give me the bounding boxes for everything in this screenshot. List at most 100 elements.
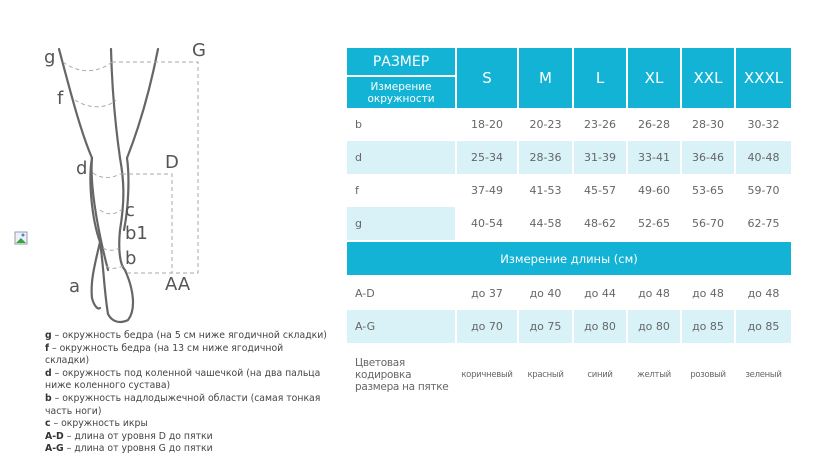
leg-diagram: g G f d D c b1 b a AA [0, 30, 220, 330]
size-header: S [457, 48, 517, 108]
table-cell: 26-28 [638, 118, 670, 131]
table-cell: до 85 [682, 310, 734, 343]
size-title: РАЗМЕР [347, 48, 455, 75]
length-header: Измерение длины (см) [347, 242, 791, 275]
table-cell: до 70 [457, 310, 517, 343]
legend-item: b – окружность надлодыжечной области (са… [45, 393, 330, 418]
legend-key: f [45, 342, 50, 354]
size-table: РАЗМЕР Измерение окружности S M L XL XXL … [347, 48, 791, 407]
table-cell: 23-26 [584, 118, 616, 131]
row-label: b [355, 118, 362, 131]
row-label: Цветовая кодировка размера на пятке [355, 357, 449, 393]
legend-text: – окружность под коленной чашечкой (на д… [45, 367, 321, 392]
table-cell: до 40 [529, 287, 562, 300]
legend-text: – окружность надлодыжечной области (сама… [45, 392, 321, 417]
row-label: f [355, 184, 359, 197]
table-cell: до 48 [692, 287, 724, 300]
circumference-subtitle: Измерение окружности [347, 77, 455, 108]
table-row: b 18-20 20-23 23-26 26-28 28-30 30-32 [347, 108, 791, 141]
table-cell: 49-60 [638, 184, 670, 197]
legend-text: – длина от уровня D до пятки [63, 430, 213, 442]
size-header: M [519, 48, 572, 108]
table-cell: 53-65 [692, 184, 724, 197]
legend-text: – окружность икры [50, 418, 148, 430]
legend-item: A-D – длина от уровня D до пятки [45, 431, 330, 444]
label-c: c [125, 200, 135, 221]
table-cell: 33-41 [628, 141, 680, 174]
table-cell: 59-70 [747, 184, 780, 197]
color-cell: синий [587, 370, 613, 380]
legs-illustration [57, 47, 199, 324]
legend-key: A-G [45, 443, 64, 455]
legend-key: A-D [45, 430, 64, 442]
table-cell: 25-34 [457, 141, 517, 174]
legend: g – окружность бедра (на 5 см ниже ягоди… [45, 330, 330, 456]
table-cell: 20-23 [529, 118, 562, 131]
table-cell: до 80 [574, 310, 626, 343]
table-row: d 25-34 28-36 31-39 33-41 36-46 40-48 [347, 141, 791, 174]
legend-item: f – окружность бедра (на 13 см ниже ягод… [45, 343, 330, 368]
broken-image-icon [14, 230, 28, 245]
label-d: d [76, 158, 88, 179]
table-cell: 30-32 [747, 118, 780, 131]
legend-text: – длина от уровня G до пятки [63, 443, 213, 455]
color-cell: красный [527, 370, 564, 380]
table-cell: 56-70 [692, 217, 724, 230]
table-cell: 18-20 [471, 118, 503, 131]
table-row: f 37-49 41-53 45-57 49-60 53-65 59-70 [347, 174, 791, 207]
table-cell: 37-49 [471, 184, 503, 197]
color-code-row: Цветовая кодировка размера на пятке кори… [347, 343, 791, 407]
row-label: g [347, 207, 455, 240]
table-cell: до 80 [628, 310, 680, 343]
legend-item: d – окружность под коленной чашечкой (на… [45, 368, 330, 393]
table-cell: 28-36 [519, 141, 572, 174]
table-cell: 45-57 [584, 184, 616, 197]
table-cell: 62-75 [747, 217, 780, 230]
size-header: XXL [682, 48, 734, 108]
table-row: g 40-54 44-58 48-62 52-65 56-70 62-75 [347, 207, 791, 240]
label-b: b [125, 248, 137, 269]
size-header: XXXL [736, 48, 791, 108]
legend-item: A-G – длина от уровня G до пятки [45, 443, 330, 456]
table-cell: 44-58 [529, 217, 562, 230]
table-cell: до 44 [584, 287, 616, 300]
table-cell: 52-65 [638, 217, 670, 230]
table-cell: 40-48 [736, 141, 791, 174]
size-header: L [574, 48, 626, 108]
label-AA: AA [165, 274, 191, 295]
table-cell: 36-46 [682, 141, 734, 174]
legend-key: d [45, 367, 52, 379]
label-f: f [57, 88, 64, 109]
label-a: a [69, 276, 81, 297]
size-header: XL [628, 48, 680, 108]
legend-key: b [45, 392, 52, 404]
table-row: A-D до 37 до 40 до 44 до 48 до 48 до 48 [347, 277, 791, 310]
table-cell: до 37 [471, 287, 503, 300]
legend-item: c – окружность икры [45, 418, 330, 431]
table-cell: до 48 [638, 287, 670, 300]
table-cell: 40-54 [471, 217, 503, 230]
legend-key: g [45, 330, 52, 341]
table-cell: 41-53 [529, 184, 562, 197]
table-cell: 31-39 [574, 141, 626, 174]
label-G: G [192, 40, 206, 61]
table-row: A-G до 70 до 75 до 80 до 80 до 85 до 85 [347, 310, 791, 343]
table-cell: 48-62 [584, 217, 616, 230]
color-cell: коричневый [461, 370, 513, 380]
color-cell: зеленый [745, 370, 782, 380]
legend-text: – окружность бедра (на 5 см ниже ягодичн… [51, 330, 327, 341]
legend-key: c [45, 418, 51, 430]
label-g: g [44, 47, 56, 68]
color-cell: желтый [637, 370, 671, 380]
table-header: РАЗМЕР Измерение окружности S M L XL XXL … [347, 48, 791, 108]
color-cell: розовый [690, 370, 726, 380]
label-D: D [165, 152, 179, 173]
legend-item: g – окружность бедра (на 5 см ниже ягоди… [45, 330, 330, 343]
table-cell: до 85 [736, 310, 791, 343]
table-cell: 28-30 [692, 118, 724, 131]
table-cell: до 75 [519, 310, 572, 343]
label-b1: b1 [125, 223, 148, 244]
row-label: A-D [355, 287, 375, 300]
legend-text: – окружность бедра (на 13 см ниже ягодич… [45, 342, 284, 367]
row-label: d [347, 141, 455, 174]
